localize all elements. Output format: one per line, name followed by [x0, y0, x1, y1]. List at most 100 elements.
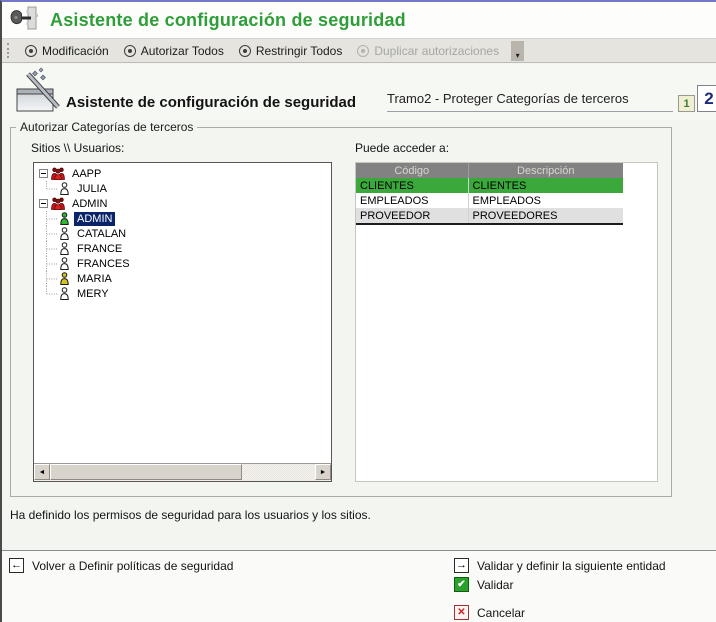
radio-dot-icon — [357, 44, 370, 57]
scroll-left-icon: ◄ — [38, 468, 46, 476]
user-person-icon — [59, 272, 70, 285]
arrow-left-icon: ← — [9, 558, 24, 573]
access-table-panel: Código Descripción CLIENTES CLIENTES EMPLEA… — [355, 162, 658, 482]
tree-user-label: MARIA — [77, 272, 112, 285]
toolbar-grip-handle[interactable] — [7, 43, 12, 58]
back-button-label: Volver a Definir políticas de seguridad — [32, 558, 234, 573]
table-row-clientes[interactable]: CLIENTES CLIENTES — [356, 178, 623, 193]
footer-actions: → Validar y definir la siguiente entidad… — [454, 558, 666, 622]
scrollbar-track[interactable] — [242, 464, 315, 481]
tree-collapse-icon[interactable] — [39, 169, 48, 178]
access-table: Código Descripción CLIENTES CLIENTES EMPLEA… — [356, 163, 623, 225]
wizard-title: Asistente de configuración de seguridad — [66, 94, 357, 111]
scroll-right-icon: ► — [319, 468, 327, 476]
back-button[interactable]: ← Volver a Definir políticas de segurida… — [9, 558, 233, 573]
table-cell: CLIENTES — [467, 178, 623, 193]
validate-button[interactable]: ✔ Validar — [454, 577, 666, 592]
tree-group-label: AAPP — [72, 167, 102, 180]
validate-button-label: Validar — [477, 577, 514, 592]
tree-user-maria[interactable]: MARIA — [36, 271, 330, 286]
cancel-button[interactable]: ✕ Cancelar — [454, 605, 666, 620]
toolbar-button-restringir-todos[interactable]: Restringir Todos — [233, 42, 351, 60]
toolbar-button-modificación[interactable]: Modificación — [19, 42, 118, 60]
groupbox-title: Autorizar Categorías de terceros — [16, 120, 198, 134]
page-tab-2-current[interactable]: 2 — [697, 85, 716, 112]
sites-users-tree: AAPP JULIA ADMIN ADMIN CATALAN FRANCE FRANCES M… — [33, 162, 332, 482]
radio-dot-icon — [123, 44, 136, 57]
arrow-right-icon: → — [454, 558, 469, 573]
title-bar: Asistente de configuración de seguridad — [2, 2, 716, 39]
tree-user-label: FRANCE — [77, 242, 123, 255]
tree-user-julia[interactable]: JULIA — [36, 181, 330, 196]
toolbar-button-duplicar-autorizaciones: Duplicar autorizaciones — [351, 42, 508, 60]
tree-collapse-icon[interactable] — [39, 199, 48, 208]
table-cell: CLIENTES — [356, 178, 468, 193]
access-table-label: Puede acceder a: — [355, 141, 450, 155]
tree-user-label: CATALAN — [77, 227, 127, 240]
user-person-icon — [59, 212, 70, 225]
user-person-icon — [59, 257, 70, 270]
tree-user-catalan[interactable]: CATALAN — [36, 226, 330, 241]
tree-label: Sitios \\ Usuarios: — [31, 141, 125, 155]
user-person-icon — [59, 287, 70, 300]
check-icon: ✔ — [454, 577, 469, 592]
content-area: Autorizar Categorías de terceros Sitios … — [2, 120, 716, 550]
tree-connector-line — [45, 241, 59, 256]
tree-group-label: ADMIN — [72, 197, 108, 210]
cross-icon: ✕ — [454, 605, 469, 620]
table-cell: EMPLEADOS — [356, 193, 468, 208]
wizard-header: Asistente de configuración de seguridad … — [2, 64, 716, 121]
tree-rows: AAPP JULIA ADMIN ADMIN CATALAN FRANCE FRANCES M… — [36, 166, 330, 463]
radio-dot-icon — [25, 44, 37, 57]
table-row-proveedor[interactable]: PROVEEDOR PROVEEDORES — [356, 208, 623, 225]
toolbar-button-label: Modificación — [42, 43, 109, 58]
tree-connector-line — [45, 286, 59, 301]
toolbar-button-label: Restringir Todos — [255, 43, 343, 58]
tree-user-label: MERY — [77, 287, 109, 300]
tree-user-mery[interactable]: MERY — [36, 286, 330, 301]
table-row-empleados[interactable]: EMPLEADOS EMPLEADOS — [356, 193, 623, 208]
authorize-categories-groupbox: Autorizar Categorías de terceros Sitios … — [10, 120, 672, 497]
wizard-step-label: Tramo2 - Proteger Categorías de terceros — [387, 91, 673, 112]
toolbar-button-autorizar-todos[interactable]: Autorizar Todos — [118, 42, 233, 60]
next-button[interactable]: → Validar y definir la siguiente entidad — [454, 558, 666, 573]
toolbar-buttons: Modificación Autorizar Todos Restringir To… — [19, 42, 508, 60]
user-person-icon — [59, 227, 70, 240]
table-cell: PROVEEDORES — [467, 208, 623, 225]
chevron-down-icon: ▾ — [515, 50, 520, 60]
toolbar: Modificación Autorizar Todos Restringir To… — [2, 39, 716, 63]
tree-user-frances[interactable]: FRANCES — [36, 256, 330, 271]
tree-group-admin[interactable]: ADMIN — [36, 196, 330, 211]
table-cell: EMPLEADOS — [467, 193, 623, 208]
toolbar-overflow-button[interactable]: ▾ — [511, 40, 525, 61]
tree-horizontal-scrollbar[interactable]: ◄ ► — [34, 463, 331, 481]
table-header-row: Código Descripción — [356, 163, 623, 178]
tree-group-aapp[interactable]: AAPP — [36, 166, 330, 181]
security-key-icon — [10, 5, 40, 36]
table-cell: PROVEEDOR — [356, 208, 468, 225]
users-group-icon — [51, 167, 65, 180]
tree-connector-line — [45, 226, 59, 241]
scrollbar-left-button[interactable]: ◄ — [34, 464, 50, 480]
tree-connector-line — [45, 181, 59, 196]
cancel-button-label: Cancelar — [477, 605, 526, 620]
toolbar-button-label: Duplicar autorizaciones — [374, 43, 500, 58]
tree-user-france[interactable]: FRANCE — [36, 241, 330, 256]
next-button-label: Validar y definir la siguiente entidad — [477, 558, 666, 573]
tree-user-label: FRANCES — [77, 257, 130, 270]
window-title: Asistente de configuración de seguridad — [50, 9, 406, 30]
scrollbar-right-button[interactable]: ► — [315, 464, 331, 480]
footer: ← Volver a Definir políticas de segurida… — [2, 550, 716, 622]
user-person-icon — [59, 242, 70, 255]
tree-user-label-selected: ADMIN — [74, 211, 116, 226]
tree-connector-line — [45, 211, 59, 226]
users-group-icon — [51, 197, 65, 210]
tree-user-admin[interactable]: ADMIN — [36, 211, 330, 226]
column-header-descripcin[interactable]: Descripción — [467, 163, 623, 178]
tree-connector-line — [45, 256, 59, 271]
page-tab-1[interactable]: 1 — [678, 95, 695, 112]
column-header-cdigo[interactable]: Código — [356, 163, 468, 178]
scrollbar-thumb[interactable] — [50, 464, 242, 480]
